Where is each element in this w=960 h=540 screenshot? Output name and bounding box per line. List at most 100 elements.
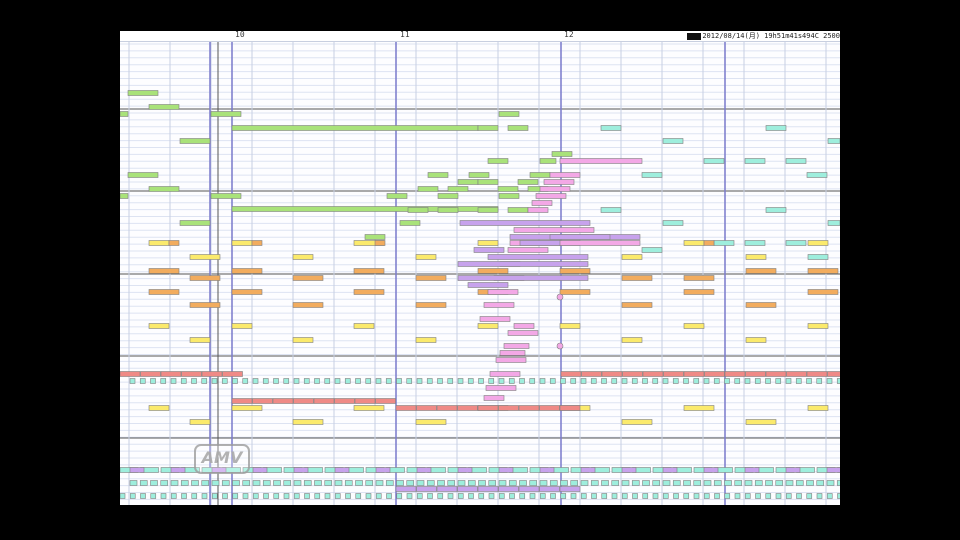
- cyan-drum-note: [775, 480, 784, 486]
- yellow-note: [683, 405, 715, 411]
- cyan-drum-note: [457, 493, 464, 499]
- cyan-note: [641, 247, 663, 253]
- cyan-note: [641, 172, 663, 178]
- purple-note: [459, 220, 591, 226]
- cyan-drum-note: [467, 378, 474, 384]
- cyan-drum-note: [293, 493, 300, 499]
- cyan-drum-note: [765, 480, 773, 486]
- cyan-drum-note: [160, 493, 167, 499]
- cyan-drum-note: [150, 378, 156, 384]
- cyan-drum-note: [283, 480, 292, 486]
- red-note: [334, 398, 355, 404]
- cyan-drum-note: [416, 480, 425, 486]
- cyan-drum-note: [703, 378, 710, 384]
- measure-10-label: 10: [235, 31, 245, 39]
- cyan-drum-note: [580, 493, 587, 499]
- piano-roll-grid[interactable]: [120, 42, 840, 505]
- cyan-drum-note: [375, 378, 382, 384]
- cyan-drum-note: [683, 480, 691, 486]
- red-note: [622, 371, 643, 377]
- yellow-note: [807, 405, 829, 411]
- pink-note: [489, 371, 521, 377]
- yellow-note: [621, 337, 643, 343]
- cyan-drum-note: [180, 378, 187, 384]
- purple-note: [457, 486, 478, 492]
- purple-note: [457, 275, 589, 281]
- cyan-drum-note: [621, 493, 628, 499]
- cyan-drum-note: [170, 493, 177, 499]
- yellow-note: [189, 254, 221, 260]
- cyan-drum-note: [549, 480, 558, 486]
- cyan-drum-note: [139, 378, 146, 384]
- cyan-drum-note: [314, 378, 320, 384]
- pink-note: [513, 323, 535, 329]
- cyan-drum-note: [344, 480, 353, 486]
- status-info-text: 2012/08/14(月) 19h51m41s494C 2500: [702, 32, 840, 40]
- green-note: [120, 193, 129, 199]
- cyan-drum-note: [560, 378, 566, 384]
- cyan-drum-note: [539, 493, 546, 499]
- cyan-note: [600, 207, 622, 213]
- cyan-drum-note: [693, 378, 700, 384]
- cyan-drum-note: [672, 378, 679, 384]
- pink-note: [507, 247, 549, 253]
- cyan-drum-note: [734, 378, 741, 384]
- cyan-drum-note: [262, 378, 269, 384]
- cyan-drum-note: [437, 493, 444, 499]
- cyan-drum-note: [488, 480, 497, 486]
- cyan-drum-note: [795, 480, 804, 486]
- purple-drum-note: [416, 467, 432, 473]
- cyan-drum-note: [734, 493, 741, 499]
- cyan-drum-note: [396, 493, 403, 499]
- cyan-drum-note: [252, 480, 261, 486]
- cyan-drum-note: [201, 493, 208, 499]
- cyan-drum-note: [806, 480, 814, 486]
- cyan-drum-note: [191, 480, 199, 486]
- purple-drum-note: [703, 467, 719, 473]
- measure-12-label: 12: [564, 31, 574, 39]
- orange-note: [745, 268, 777, 274]
- cyan-drum-note: [744, 378, 751, 384]
- green-note: [127, 90, 159, 96]
- yellow-note: [148, 323, 170, 329]
- orange-note: [231, 289, 263, 295]
- yellow-note: [231, 240, 253, 246]
- cyan-drum-note: [457, 378, 464, 384]
- cyan-drum-note: [232, 493, 239, 499]
- pink-note: [483, 302, 515, 308]
- red-note: [560, 371, 582, 377]
- cyan-note: [765, 207, 787, 213]
- cyan-drum-note: [652, 493, 659, 499]
- orange-note: [745, 302, 777, 308]
- cyan-drum-note: [611, 493, 618, 499]
- red-note: [745, 371, 766, 377]
- purple-drum-note: [129, 467, 145, 473]
- cyan-note: [827, 138, 840, 144]
- purple-drum-note: [293, 467, 309, 473]
- cyan-drum-note: [242, 378, 249, 384]
- cyan-drum-note: [191, 493, 198, 499]
- cyan-drum-note: [580, 378, 587, 384]
- orange-note: [292, 275, 324, 281]
- cyan-drum-note: [806, 378, 812, 384]
- pink-note: [535, 193, 567, 199]
- yellow-note: [189, 337, 211, 343]
- cyan-drum-note: [283, 378, 290, 384]
- orange-note: [621, 275, 653, 281]
- cyan-drum-note: [570, 378, 577, 384]
- cyan-drum-note: [601, 480, 609, 486]
- cyan-drum-note: [734, 480, 743, 486]
- purple-drum-note: [785, 467, 801, 473]
- cyan-drum-note: [693, 480, 702, 486]
- amv-watermark-text: AMV: [201, 448, 243, 467]
- cyan-drum-note: [283, 493, 290, 499]
- red-note: [354, 398, 376, 404]
- yellow-note: [559, 323, 581, 329]
- cyan-drum-note: [355, 480, 363, 486]
- cyan-note: [662, 220, 684, 226]
- cyan-drum-note: [170, 378, 177, 384]
- cyan-drum-note: [129, 493, 136, 499]
- yellow-note: [683, 240, 705, 246]
- cyan-drum-note: [754, 480, 763, 486]
- cyan-drum-note: [529, 493, 536, 499]
